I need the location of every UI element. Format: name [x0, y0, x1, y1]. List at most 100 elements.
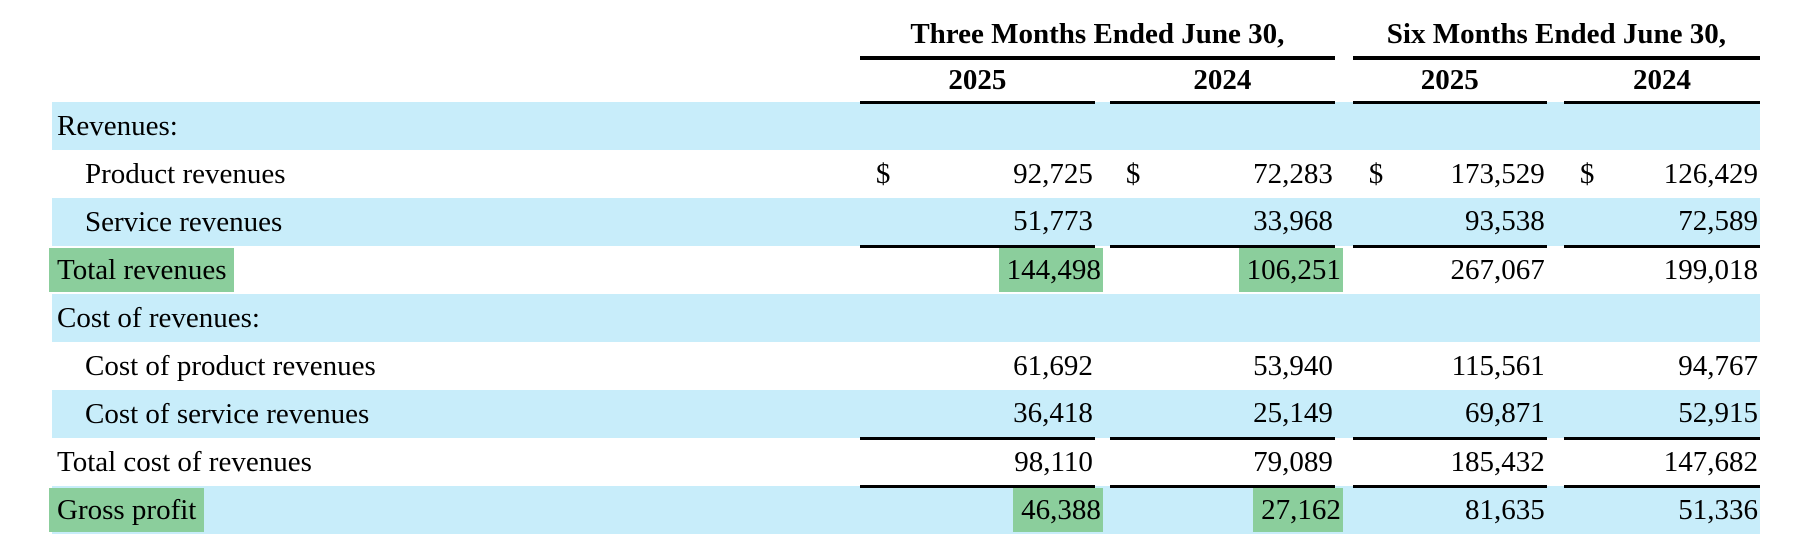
column-gap — [1335, 390, 1353, 438]
year-six-months-2024: 2024 — [1563, 58, 1760, 104]
column-gap — [1547, 342, 1564, 390]
column-gap — [1547, 294, 1564, 342]
value-cell — [1110, 294, 1335, 342]
column-gap — [1547, 246, 1564, 294]
column-gap — [1335, 102, 1353, 150]
value-cell: 46,388 — [860, 486, 1103, 534]
dollar-sign: $ — [1368, 157, 1384, 190]
column-gap — [1547, 390, 1564, 438]
value-cell: 98,110 — [859, 438, 1095, 488]
value-cell: 61,692 — [860, 342, 1095, 390]
value-cell — [1564, 294, 1760, 342]
value-cell: 199,018 — [1564, 246, 1760, 294]
value-text: 92,725 — [1013, 157, 1093, 190]
value-highlighted: 46,388 — [1013, 488, 1103, 533]
value-cell: 115,561 — [1353, 342, 1547, 390]
col-group-three-months: Three Months Ended June 30, — [859, 0, 1335, 60]
value-cell: 36,418 — [859, 390, 1095, 440]
value-cell: 27,162 — [1110, 486, 1343, 534]
table-row: Service revenues 51,773 33,968 93,538 72,589 — [52, 198, 1760, 248]
value-cell: 94,767 — [1564, 342, 1760, 390]
row-label: Service revenues — [52, 198, 860, 246]
label-highlight: Total revenues — [49, 247, 235, 292]
value-text: 94,767 — [1678, 349, 1758, 382]
year-three-months-2025: 2025 — [859, 58, 1095, 104]
row-label: Total revenues — [49, 246, 860, 294]
value-text: 173,529 — [1450, 157, 1545, 190]
label-highlight: Gross profit — [49, 487, 205, 532]
table-row: Total cost of revenues 98,110 79,089 185,43… — [52, 438, 1760, 488]
year-six-months-2025: 2025 — [1352, 58, 1547, 104]
value-text: 115,561 — [1451, 349, 1545, 382]
label-text: Cost of service revenues — [85, 397, 370, 430]
value-cell: 185,432 — [1352, 438, 1547, 488]
table-row: Cost of service revenues 36,418 25,149 69,8… — [52, 390, 1760, 440]
header-spacer — [52, 0, 860, 58]
label-text: Service revenues — [85, 205, 283, 238]
row-label: Cost of service revenues — [52, 390, 860, 438]
financial-statement-page: Three Months Ended June 30, Six Months E… — [49, 0, 1760, 534]
value-cell: 51,773 — [859, 198, 1095, 248]
value-cell — [1564, 102, 1760, 150]
year-three-months-2024: 2024 — [1109, 58, 1335, 104]
value-text: 51,336 — [1678, 494, 1758, 527]
header-gap — [1335, 58, 1353, 102]
value-text: 147,682 — [1663, 445, 1758, 478]
value-text: 126,429 — [1663, 157, 1758, 190]
year-header-row: 2025 2024 2025 2024 — [52, 58, 1760, 104]
dollar-sign: $ — [1579, 157, 1595, 190]
value-cell: 267,067 — [1353, 246, 1547, 294]
label-text: Product revenues — [85, 157, 286, 190]
column-gap — [1335, 150, 1353, 198]
column-gap — [1547, 102, 1564, 150]
value-text: 185,432 — [1450, 445, 1545, 478]
value-text: 25,149 — [1253, 396, 1333, 429]
value-cell: 93,538 — [1352, 198, 1547, 248]
table-row: Product revenues $92,725 $72,283 $173,529 $1… — [52, 150, 1760, 198]
value-text: 98,110 — [1014, 445, 1093, 478]
column-gap — [1547, 486, 1564, 534]
value-cell — [1353, 102, 1547, 150]
row-label: Cost of revenues: — [52, 294, 860, 342]
value-cell: $72,283 — [1110, 150, 1335, 198]
value-cell: $126,429 — [1564, 150, 1760, 198]
value-text: 53,940 — [1253, 349, 1333, 382]
value-text: 79,089 — [1253, 445, 1333, 478]
row-label: Product revenues — [52, 150, 860, 198]
section-row: Revenues: — [52, 102, 1760, 150]
value-text: 267,067 — [1450, 254, 1545, 287]
column-gap — [1547, 198, 1564, 246]
dollar-sign: $ — [875, 157, 891, 190]
column-gap — [1095, 390, 1110, 438]
column-gap — [1095, 150, 1110, 198]
column-gap — [1335, 198, 1353, 246]
value-cell — [860, 102, 1095, 150]
value-cell — [1110, 102, 1335, 150]
value-text: 93,538 — [1465, 204, 1545, 237]
value-cell — [860, 294, 1095, 342]
table-body: Revenues: Product revenues $92,725 $72,283 $… — [49, 102, 1760, 534]
value-text: 72,283 — [1253, 157, 1333, 190]
column-gap — [1335, 294, 1353, 342]
value-text: 51,773 — [1013, 204, 1093, 237]
value-highlighted: 106,251 — [1238, 248, 1343, 293]
income-statement-table: Three Months Ended June 30, Six Months E… — [49, 0, 1760, 534]
value-text: 72,589 — [1678, 204, 1758, 237]
row-label: Gross profit — [49, 486, 860, 534]
row-label: Revenues: — [52, 102, 860, 150]
column-gap — [1095, 102, 1110, 150]
table-row: Gross profit 46,388 27,162 81,635 51,336 — [49, 486, 1760, 534]
value-cell: $173,529 — [1353, 150, 1547, 198]
value-text: 69,871 — [1465, 396, 1545, 429]
value-cell — [1353, 294, 1547, 342]
value-cell: 106,251 — [1110, 246, 1343, 294]
column-gap — [1095, 294, 1110, 342]
header-gap — [1095, 58, 1110, 102]
column-gap — [1335, 438, 1353, 486]
row-label: Cost of product revenues — [52, 342, 860, 390]
value-cell: 52,915 — [1563, 390, 1760, 440]
value-text: 33,968 — [1253, 204, 1333, 237]
value-text: 61,692 — [1013, 349, 1093, 382]
col-group-six-months: Six Months Ended June 30, — [1352, 0, 1760, 60]
value-cell: 79,089 — [1109, 438, 1335, 488]
